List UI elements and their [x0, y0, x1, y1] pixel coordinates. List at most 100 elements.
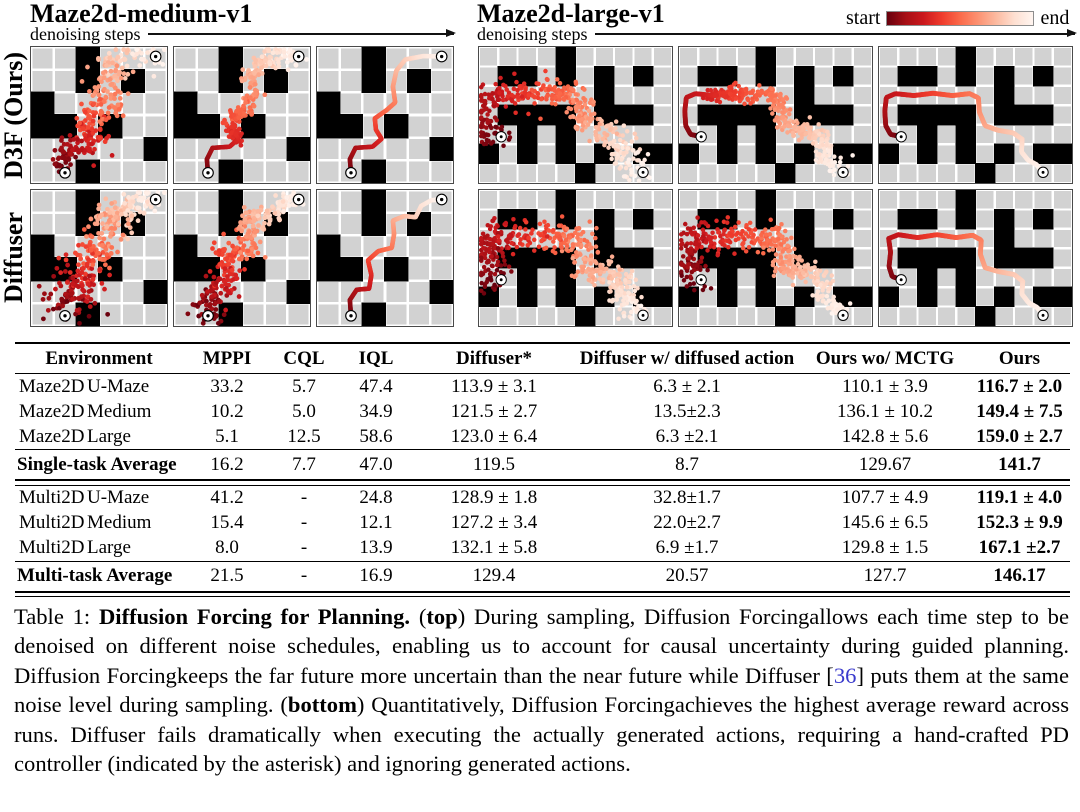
table-row: Multi2D Large 8.0 - 13.9 132.1 ± 5.8 6.9 ±1.7 1…: [15, 536, 1070, 561]
caption-text: ) During sampling, Diffusion Forcingallo…: [14, 604, 1069, 688]
table-row: [15, 479, 1070, 486]
maze-panel-large-diffuser-step1: [478, 188, 673, 327]
table-cell: Large: [87, 425, 131, 447]
table-cell: 149.4 ± 7.5: [976, 400, 1063, 422]
goal-marker-icon: [637, 309, 649, 321]
caption-text: ] puts them at the same noise level duri…: [14, 662, 1070, 718]
table-caption: Table 1: Diffusion Forcing for Planning.…: [14, 602, 1069, 778]
maze-medium-title: Maze2d-medium-v1: [30, 0, 253, 28]
table-cell: 129.8 ± 1.5: [841, 537, 929, 558]
table-cell: 121.5 ± 2.7: [450, 400, 538, 422]
table-rule: [15, 590, 1070, 597]
goal-marker-icon: [837, 309, 849, 321]
start-marker-icon: [895, 273, 907, 285]
maze-medium-panel-grid: [30, 46, 454, 327]
colorbar-end-label: end: [1040, 7, 1070, 29]
row-label-text: Diffuser: [0, 211, 28, 303]
table-cell: Medium: [87, 512, 152, 533]
table-cell: 47.0: [359, 453, 393, 475]
table-cell: 21.5: [210, 565, 244, 586]
table-cell: Medium: [87, 400, 152, 422]
table-row: Maze2D U-Maze 33.2 5.7 47.4 113.9 ± 3.1 6.3 ± …: [15, 374, 1070, 399]
start-marker-icon: [495, 273, 507, 285]
table-rule: [15, 449, 1070, 450]
table-row: Multi-task Average 21.5 - 16.9 129.4 20.57 127…: [15, 562, 1070, 591]
table-cell: 20.57: [665, 565, 709, 586]
maze-large-title: Maze2d-large-v1: [477, 0, 665, 28]
denoising-steps-label: denoising steps: [30, 24, 141, 44]
table-cell: 119.1 ± 4.0: [976, 487, 1063, 508]
table-cell: 33.2: [210, 375, 244, 397]
table-row: Single-task Average 16.2 7.7 47.0 119.5 8.7 12…: [15, 450, 1070, 479]
maze-panel-large-diffuser-step3: [878, 188, 1073, 327]
maze-panel-large-d3f-step1: [478, 46, 673, 184]
table-cell: 41.2: [210, 487, 244, 508]
table-cell: 16.2: [210, 453, 244, 475]
table-cell: -: [300, 487, 308, 508]
table-cell: Single-task Average: [17, 453, 177, 475]
table-cell: 128.9 ± 1.8: [450, 487, 538, 508]
maze-panel-medium-diffuser-step2: [173, 188, 311, 327]
citation-link[interactable]: 36: [833, 662, 857, 688]
column-header: IQL: [358, 348, 394, 369]
denoising-steps-label: denoising steps: [477, 24, 588, 44]
table-cell: 167.1 ±2.7: [978, 537, 1061, 558]
table-cell: 127.7: [863, 565, 907, 586]
row-label-text: D3F (Ours): [0, 51, 28, 179]
table-cell: 132.1 ± 5.8: [450, 537, 538, 558]
table-cell: 113.9 ± 3.1: [451, 375, 537, 397]
table-cell: 8.7: [675, 453, 699, 475]
table-rule: [15, 560, 1070, 562]
table-cell: U-Maze: [87, 487, 150, 508]
start-marker-icon: [345, 309, 357, 322]
goal-marker-icon: [435, 193, 448, 205]
table-cell: 7.7: [292, 453, 316, 475]
table-cell: U-Maze: [87, 375, 150, 397]
maze-panel-large-d3f-step3: [878, 46, 1073, 184]
table-cell: 146.17: [993, 565, 1046, 586]
table-cell: Maze2D: [19, 425, 85, 447]
maze-panel-medium-diffuser-step1: [30, 188, 168, 327]
table-cell: 152.3 ± 9.9: [976, 512, 1063, 533]
column-header: Environment: [45, 348, 153, 369]
table-row: [15, 590, 1070, 597]
table-rule: [15, 479, 1070, 486]
caption-text: (: [410, 604, 427, 629]
start-marker-icon: [695, 131, 707, 143]
maze-panel-large-diffuser-step2: [678, 188, 873, 327]
goal-marker-icon: [1037, 166, 1049, 178]
trajectory-colorbar: start end: [846, 8, 1069, 28]
table-cell: 12.5: [287, 425, 321, 447]
table-cell: 116.7 ± 2.0: [976, 375, 1063, 397]
table-cell: -: [300, 512, 308, 533]
goal-marker-icon: [149, 193, 162, 205]
table-cell: 5.7: [292, 375, 316, 397]
colorbar-gradient: [886, 10, 1035, 26]
table-cell: 110.1 ± 3.9: [842, 375, 928, 397]
start-marker-icon: [495, 131, 507, 143]
table-cell: 159.0 ± 2.7: [976, 425, 1063, 447]
row-label-d3f-ours: D3F (Ours): [0, 46, 28, 184]
table-cell: 136.1 ± 10.2: [837, 400, 933, 422]
right-arrow-icon: [147, 30, 456, 37]
table-cell: Multi2D: [19, 537, 85, 558]
table-cell: 141.7: [998, 453, 1041, 475]
start-marker-icon: [202, 309, 214, 322]
column-header: Diffuser*: [456, 348, 532, 369]
table-cell: 6.9 ±1.7: [655, 537, 719, 558]
table-cell: 10.2: [210, 400, 244, 422]
start-marker-icon: [59, 166, 71, 179]
caption-text: ) Quantitatively, Diffusion Forcingachie…: [14, 692, 1069, 777]
goal-marker-icon: [1037, 309, 1049, 321]
table-row: Maze2D Large 5.1 12.5 58.6 123.0 ± 6.4 6.3 ±2.…: [15, 424, 1070, 449]
table-cell: 142.8 ± 5.6: [841, 425, 929, 447]
table-row: [15, 373, 1070, 374]
table-cell: Multi2D: [19, 512, 85, 533]
table-cell: 119.5: [472, 453, 516, 475]
table-cell: Multi-task Average: [17, 565, 173, 586]
maze-panel-medium-d3f-step3: [316, 46, 454, 184]
table-cell: Multi2D: [19, 487, 85, 508]
maze-panel-medium-d3f-step2: [173, 46, 311, 184]
table-rule: [15, 373, 1070, 374]
